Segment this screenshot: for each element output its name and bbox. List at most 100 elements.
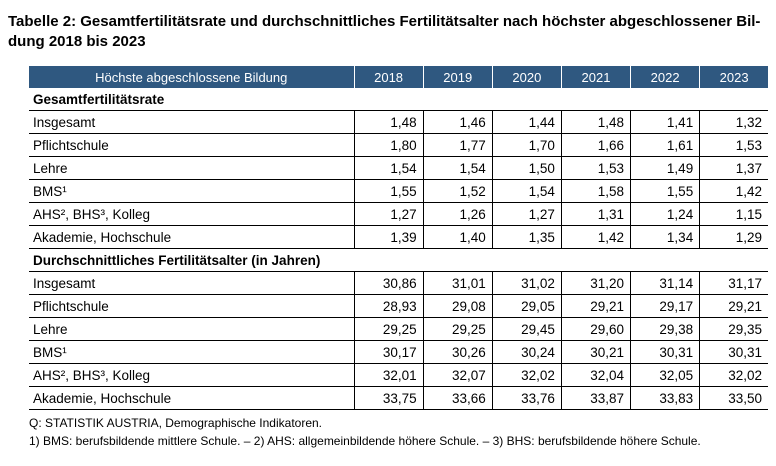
value-cell: 1,46 [423, 110, 493, 134]
value-cell: 32,04 [561, 363, 632, 387]
value-cell: 31,14 [630, 271, 701, 295]
value-cell: 1,24 [630, 202, 701, 226]
row-label: AHS², BHS³, Kolleg [29, 363, 355, 387]
table-notes: Q: STATISTIK AUSTRIA, Demographische Ind… [29, 414, 701, 450]
table-row: Pflichtschule 1,80 1,77 1,70 1,66 1,61 1,53 [29, 133, 768, 157]
value-cell: 31,01 [423, 271, 493, 295]
value-cell: 33,50 [699, 386, 768, 410]
table-body: Gesamtfertilitätsrate Insgesamt 1,48 1,46 1,… [29, 88, 768, 410]
value-cell: 1,49 [630, 156, 701, 180]
header-year: 2022 [630, 66, 700, 88]
value-cell: 29,08 [423, 294, 493, 318]
value-cell: 1,40 [423, 225, 493, 249]
value-cell: 33,66 [423, 386, 493, 410]
table-row: BMS¹ 30,17 30,26 30,24 30,21 30,31 30,31 [29, 340, 768, 364]
value-cell: 1,55 [354, 179, 424, 203]
value-cell: 30,31 [699, 340, 768, 364]
row-label: Pflichtschule [29, 133, 355, 157]
value-cell: 1,35 [492, 225, 562, 249]
value-cell: 1,34 [630, 225, 701, 249]
value-cell: 1,31 [561, 202, 632, 226]
value-cell: 29,25 [354, 317, 424, 341]
value-cell: 32,02 [492, 363, 562, 387]
value-cell: 1,48 [354, 110, 424, 134]
value-cell: 30,31 [630, 340, 701, 364]
header-year: 2021 [560, 66, 631, 88]
value-cell: 33,75 [354, 386, 424, 410]
value-cell: 33,83 [630, 386, 701, 410]
value-cell: 1,32 [699, 110, 768, 134]
value-cell: 29,35 [699, 317, 768, 341]
value-cell: 32,05 [630, 363, 701, 387]
table-row: BMS¹ 1,55 1,52 1,54 1,58 1,55 1,42 [29, 179, 768, 203]
row-label: Insgesamt [29, 271, 355, 295]
fertility-table: Höchste abgeschlossene Bildung 2018 2019… [29, 66, 768, 410]
section-heading: Gesamtfertilitätsrate [29, 88, 768, 111]
value-cell: 1,53 [699, 133, 768, 157]
value-cell: 1,48 [561, 110, 632, 134]
value-cell: 30,24 [492, 340, 562, 364]
table-row: Lehre 1,54 1,54 1,50 1,53 1,49 1,37 [29, 156, 768, 180]
table-row: AHS², BHS³, Kolleg 32,01 32,07 32,02 32,04 32… [29, 363, 768, 387]
header-year: 2019 [422, 66, 493, 88]
value-cell: 1,53 [561, 156, 632, 180]
table-row: Insgesamt 30,86 31,01 31,02 31,20 31,14 31,17 [29, 271, 768, 295]
value-cell: 1,42 [699, 179, 768, 203]
row-label: BMS¹ [29, 340, 355, 364]
value-cell: 1,66 [561, 133, 632, 157]
value-cell: 28,93 [354, 294, 424, 318]
value-cell: 1,26 [423, 202, 493, 226]
section-heading: Durchschnittliches Fertilitätsalter (in … [29, 248, 768, 272]
value-cell: 1,80 [354, 133, 424, 157]
value-cell: 1,55 [630, 179, 701, 203]
value-cell: 1,41 [630, 110, 701, 134]
value-cell: 33,76 [492, 386, 562, 410]
footnotes: 1) BMS: berufsbildende mittlere Schule. … [29, 434, 701, 448]
value-cell: 29,05 [492, 294, 562, 318]
row-label: AHS², BHS³, Kolleg [29, 202, 355, 226]
value-cell: 1,52 [423, 179, 493, 203]
row-label: Akademie, Hochschule [29, 386, 355, 410]
value-cell: 32,02 [699, 363, 768, 387]
row-label: Akademie, Hochschule [29, 225, 355, 249]
value-cell: 1,15 [699, 202, 768, 226]
row-label: Insgesamt [29, 110, 355, 134]
value-cell: 32,07 [423, 363, 493, 387]
source-note: Q: STATISTIK AUSTRIA, Demographische Ind… [29, 416, 322, 430]
table-row: Pflichtschule 28,93 29,08 29,05 29,21 29,17 29… [29, 294, 768, 318]
value-cell: 1,70 [492, 133, 562, 157]
value-cell: 1,50 [492, 156, 562, 180]
section-heading-row: Durchschnittliches Fertilitätsalter (in … [29, 248, 768, 272]
row-label: BMS¹ [29, 179, 355, 203]
value-cell: 31,17 [699, 271, 768, 295]
table-row: Insgesamt 1,48 1,46 1,44 1,48 1,41 1,32 [29, 110, 768, 134]
value-cell: 29,25 [423, 317, 493, 341]
value-cell: 31,20 [561, 271, 632, 295]
value-cell: 1,29 [699, 225, 768, 249]
value-cell: 1,61 [630, 133, 701, 157]
value-cell: 31,02 [492, 271, 562, 295]
header-year: 2020 [491, 66, 562, 88]
value-cell: 32,01 [354, 363, 424, 387]
table-row: Akademie, Hochschule 1,39 1,40 1,35 1,42 1,34… [29, 225, 768, 249]
value-cell: 30,86 [354, 271, 424, 295]
value-cell: 1,58 [561, 179, 632, 203]
row-label: Pflichtschule [29, 294, 355, 318]
value-cell: 29,17 [630, 294, 701, 318]
value-cell: 1,54 [423, 156, 493, 180]
value-cell: 30,21 [561, 340, 632, 364]
row-label: Lehre [29, 317, 355, 341]
value-cell: 1,27 [354, 202, 424, 226]
header-label: Höchste abgeschlossene Bildung [29, 66, 354, 88]
value-cell: 33,87 [561, 386, 632, 410]
value-cell: 30,26 [423, 340, 493, 364]
table-header-row: Höchste abgeschlossene Bildung 2018 2019… [29, 66, 768, 88]
table-title: Tabelle 2: Gesamtfertilitätsrate und dur… [8, 13, 761, 50]
section-heading-row: Gesamtfertilitätsrate [29, 88, 768, 111]
value-cell: 29,21 [699, 294, 768, 318]
value-cell: 29,21 [561, 294, 632, 318]
value-cell: 30,17 [354, 340, 424, 364]
table-row: AHS², BHS³, Kolleg 1,27 1,26 1,27 1,31 1,24 1,… [29, 202, 768, 226]
value-cell: 1,42 [561, 225, 632, 249]
value-cell: 1,37 [699, 156, 768, 180]
